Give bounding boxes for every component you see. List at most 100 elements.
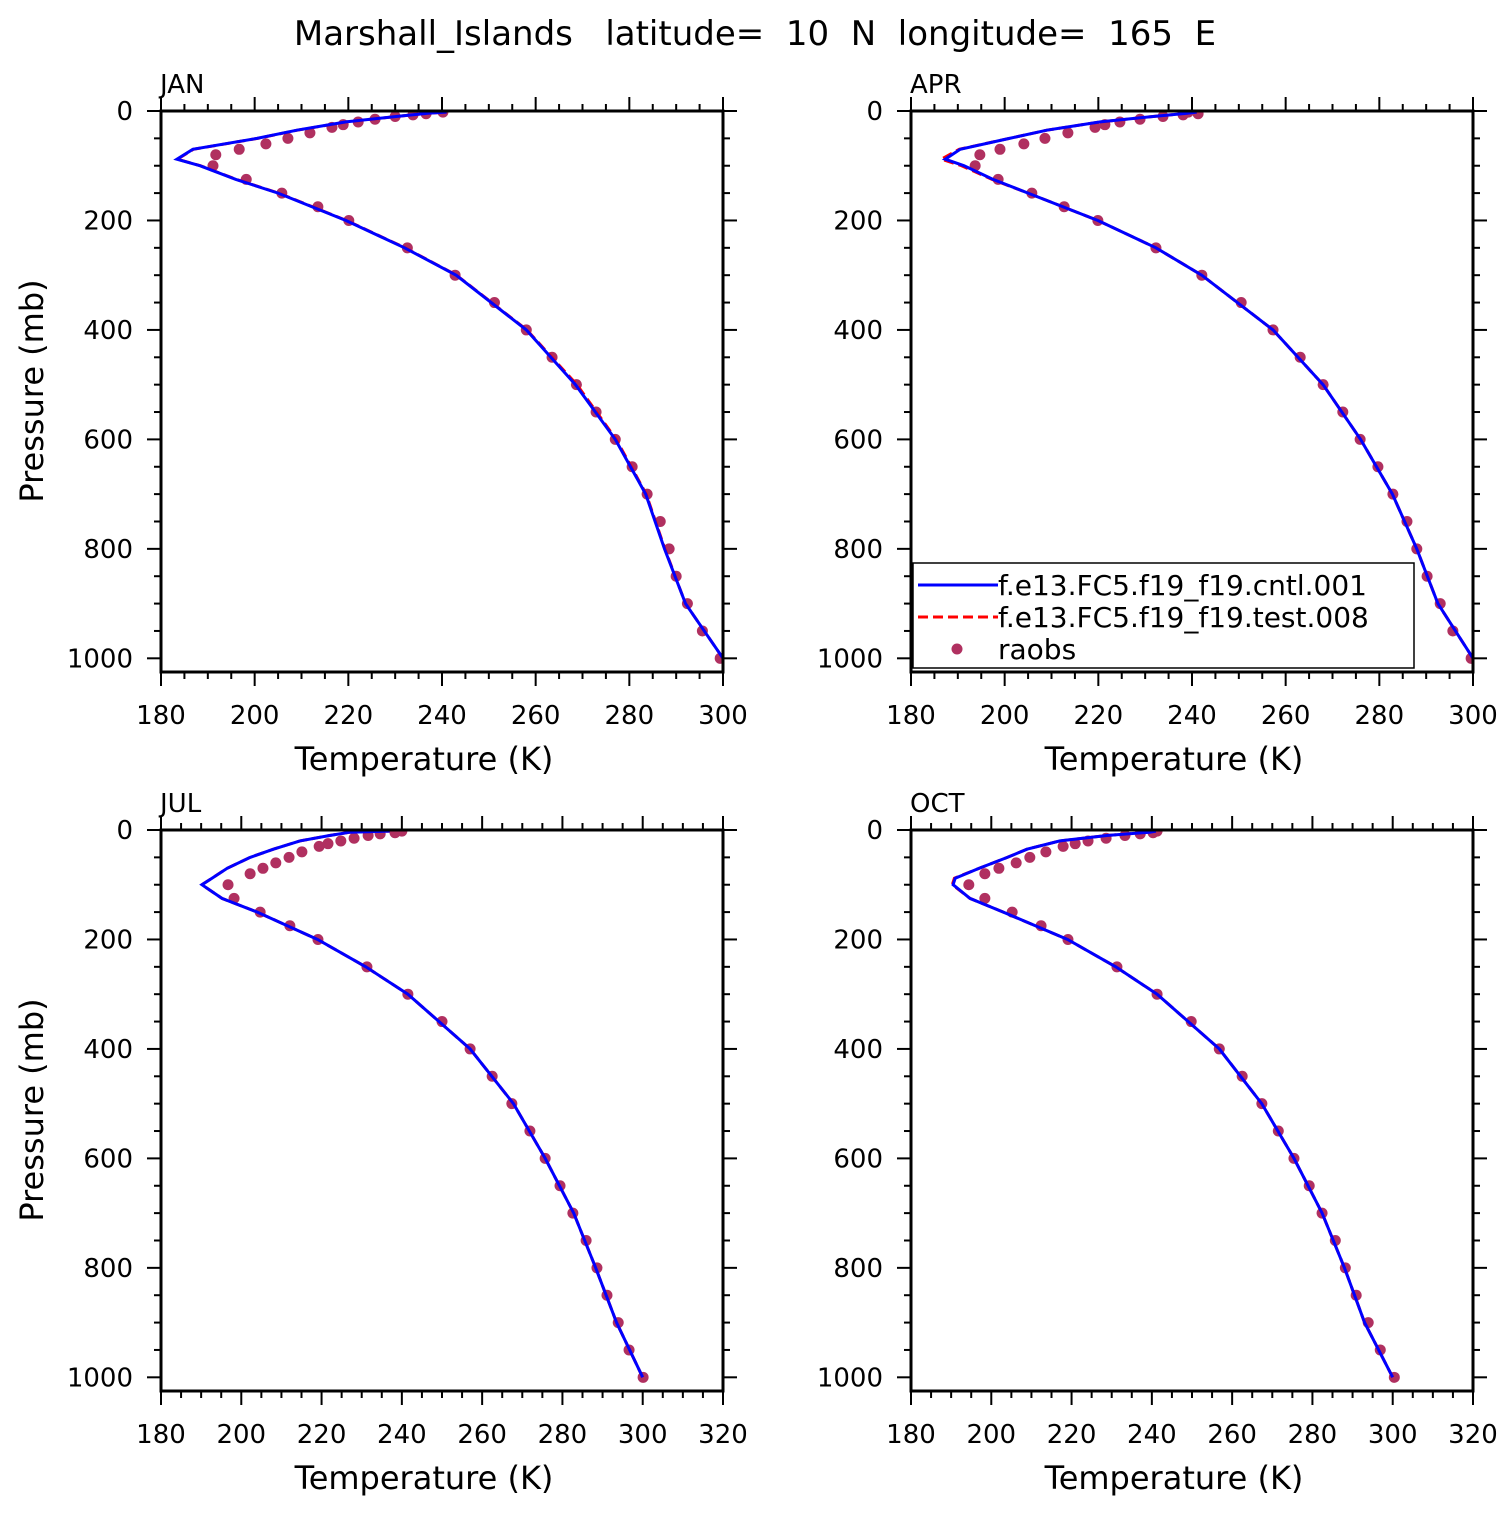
y-axis-title: Pressure (mb) (13, 279, 51, 502)
x-tick-label: 180 (886, 701, 936, 731)
y-tick-label: 0 (116, 816, 133, 846)
x-tick-label: 200 (216, 1420, 266, 1450)
y-tick-label: 600 (83, 1144, 133, 1174)
raobs-point (296, 846, 308, 858)
raobs-point (979, 868, 991, 880)
plot-frame (909, 828, 1475, 1393)
y-tick-label: 0 (866, 97, 883, 127)
raobs-point (322, 838, 334, 850)
y-tick-label: 200 (833, 925, 883, 955)
series-group (199, 830, 649, 1383)
x-tick-label: 220 (1047, 1420, 1097, 1450)
x-axis-title: Temperature (K) (1044, 1459, 1304, 1497)
legend: f.e13.FC5.f19_f19.cntl.001f.e13.FC5.f19_… (912, 562, 1415, 669)
raobs-point (1010, 857, 1022, 869)
x-tick-label: 240 (1167, 701, 1217, 731)
cntl-series-line (951, 830, 1395, 1378)
x-tick-label: 220 (297, 1420, 347, 1450)
y-tick-label: 800 (83, 1254, 133, 1284)
raobs-point (257, 862, 269, 874)
cntl-series-line (941, 111, 1473, 660)
x-tick-label: 240 (417, 701, 467, 731)
x-tick-label: 180 (136, 1420, 186, 1450)
x-tick-label: 320 (698, 1420, 748, 1450)
x-axis-title: Temperature (K) (294, 1459, 554, 1497)
x-tick-label: 200 (966, 1420, 1016, 1450)
y-tick-label: 1000 (817, 1363, 883, 1393)
test-series-line (950, 830, 1395, 1378)
raobs-point (1235, 297, 1247, 309)
y-tick-label: 200 (833, 206, 883, 236)
x-tick-label: 320 (1448, 1420, 1498, 1450)
y-tick-label: 1000 (67, 1363, 133, 1393)
raobs-point (283, 851, 295, 863)
raobs-point (993, 862, 1005, 874)
cntl-series-line (173, 111, 723, 660)
y-tick-label: 1000 (817, 644, 883, 674)
panel-label: JAN (158, 70, 204, 100)
y-tick-label: 0 (116, 97, 133, 127)
x-tick-label: 300 (1368, 1420, 1418, 1450)
x-axis-title: Temperature (K) (1044, 740, 1304, 778)
x-tick-label: 260 (511, 701, 561, 731)
x-tick-label: 300 (698, 701, 748, 731)
y-tick-label: 800 (833, 535, 883, 565)
x-tick-label: 280 (605, 701, 655, 731)
raobs-point (270, 857, 282, 869)
raobs-point (222, 879, 234, 891)
raobs-point (313, 840, 325, 852)
x-tick-label: 200 (230, 701, 280, 731)
y-tick-label: 400 (83, 1035, 133, 1065)
figure-title: Marshall_Islands latitude= 10 N longitud… (294, 14, 1216, 54)
x-tick-label: 300 (618, 1420, 668, 1450)
raobs-point (1089, 121, 1101, 133)
x-tick-label: 220 (1074, 701, 1124, 731)
y-axis-title: Pressure (mb) (13, 998, 51, 1221)
legend-raobs-swatch (951, 643, 963, 655)
legend-label-raobs: raobs (998, 633, 1076, 666)
x-tick-label: 180 (886, 1420, 936, 1450)
y-tick-label: 1000 (67, 644, 133, 674)
raobs-point (396, 830, 408, 837)
raobs-point (979, 892, 991, 904)
panel-label: JUL (158, 789, 202, 819)
raobs-point (1185, 1016, 1197, 1028)
x-tick-label: 300 (1448, 701, 1498, 731)
test-series-line (173, 111, 723, 660)
y-tick-label: 200 (83, 925, 133, 955)
legend-label-cntl: f.e13.FC5.f19_f19.cntl.001 (998, 569, 1367, 602)
test-series-line (199, 830, 645, 1378)
raobs-point (348, 832, 360, 844)
x-tick-label: 180 (136, 701, 186, 731)
series-group (937, 111, 1473, 664)
raobs-point (1039, 132, 1051, 144)
raobs-point (233, 143, 245, 155)
y-tick-label: 400 (833, 316, 883, 346)
plot-frame (159, 109, 725, 674)
raobs-point (1062, 127, 1074, 139)
raobs-point (963, 879, 975, 891)
x-tick-label: 280 (1355, 701, 1405, 731)
x-tick-label: 240 (1127, 1420, 1177, 1450)
raobs-point (244, 868, 256, 880)
x-axis-title: Temperature (K) (294, 740, 554, 778)
plot-frame (909, 109, 1475, 674)
panel-jan: 180 200 220 240 260 280 300 0 200 400 600 800 1000 Te… (13, 70, 748, 778)
panel-oct: 180 200 220 240 260 280 300 320 0 200 400 600 800 100… (817, 789, 1498, 1497)
raobs-point (994, 143, 1006, 155)
panel-label: APR (910, 70, 962, 100)
raobs-point (1018, 138, 1030, 150)
y-tick-label: 800 (83, 535, 133, 565)
series-group (173, 111, 723, 664)
y-tick-label: 200 (83, 206, 133, 236)
y-tick-label: 600 (83, 425, 133, 455)
raobs-point (260, 138, 272, 150)
raobs-point (335, 835, 347, 847)
raobs-point (282, 132, 294, 144)
raobs-point (436, 1016, 448, 1028)
raobs-point (974, 149, 986, 161)
raobs-point (304, 127, 316, 139)
x-tick-label: 240 (377, 1420, 427, 1450)
legend-label-test: f.e13.FC5.f19_f19.test.008 (998, 601, 1369, 634)
